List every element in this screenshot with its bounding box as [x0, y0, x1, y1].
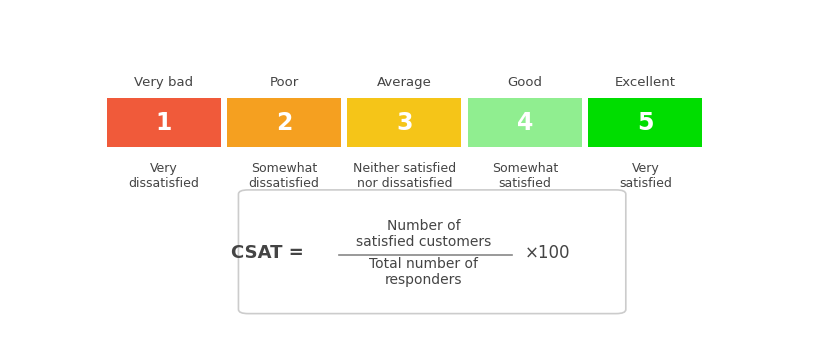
- FancyBboxPatch shape: [348, 98, 461, 147]
- FancyBboxPatch shape: [239, 190, 626, 313]
- FancyBboxPatch shape: [227, 98, 341, 147]
- Text: Very bad: Very bad: [134, 76, 193, 89]
- Text: 1: 1: [155, 111, 171, 135]
- Text: Neither satisfied
nor dissatisfied: Neither satisfied nor dissatisfied: [353, 162, 456, 190]
- Text: 4: 4: [517, 111, 533, 135]
- Text: Very
dissatisfied: Very dissatisfied: [129, 162, 199, 190]
- Text: Poor: Poor: [270, 76, 299, 89]
- FancyBboxPatch shape: [468, 98, 582, 147]
- Text: 5: 5: [637, 111, 654, 135]
- FancyBboxPatch shape: [588, 98, 702, 147]
- Text: CSAT =: CSAT =: [231, 244, 303, 262]
- Text: Excellent: Excellent: [615, 76, 676, 89]
- Text: Good: Good: [507, 76, 543, 89]
- Text: Number of
satisfied customers: Number of satisfied customers: [356, 219, 491, 249]
- Text: Somewhat
satisfied: Somewhat satisfied: [491, 162, 558, 190]
- Text: 3: 3: [396, 111, 412, 135]
- Text: Total number of
responders: Total number of responders: [370, 257, 479, 287]
- FancyBboxPatch shape: [107, 98, 221, 147]
- Text: ×100: ×100: [525, 244, 570, 262]
- Text: Average: Average: [377, 76, 432, 89]
- Text: Somewhat
dissatisfied: Somewhat dissatisfied: [249, 162, 319, 190]
- Text: Very
satisfied: Very satisfied: [619, 162, 672, 190]
- Text: 2: 2: [276, 111, 292, 135]
